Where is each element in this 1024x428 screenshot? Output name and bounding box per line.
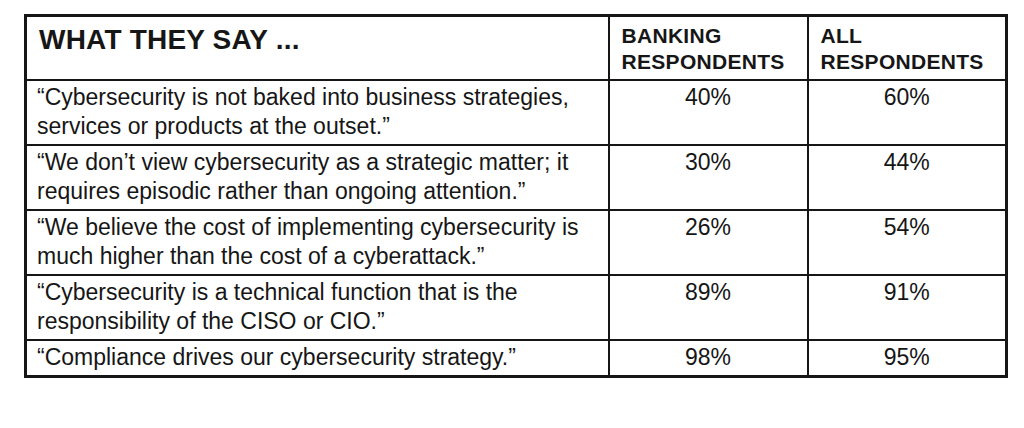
quote-cell: “Compliance drives our cybersecurity str… xyxy=(26,340,609,377)
quote-cell: “Cybersecurity is not baked into busines… xyxy=(26,80,609,145)
table-row: “Compliance drives our cybersecurity str… xyxy=(26,340,1007,377)
all-value-cell: 91% xyxy=(808,275,1007,340)
quote-cell: “Cybersecurity is a technical function t… xyxy=(26,275,609,340)
table-row: “Cybersecurity is a technical function t… xyxy=(26,275,1007,340)
page-canvas: WHAT THEY SAY ... BANKING RESPONDENTS AL… xyxy=(0,0,1024,428)
banking-value-cell: 98% xyxy=(609,340,808,377)
all-value-cell: 44% xyxy=(808,145,1007,210)
header-what-they-say: WHAT THEY SAY ... xyxy=(26,16,609,81)
header-banking-respondents: BANKING RESPONDENTS xyxy=(609,16,808,81)
table-row: “We don’t view cybersecurity as a strate… xyxy=(26,145,1007,210)
quote-cell: “We believe the cost of implementing cyb… xyxy=(26,210,609,275)
all-value-cell: 60% xyxy=(808,80,1007,145)
table-header-row: WHAT THEY SAY ... BANKING RESPONDENTS AL… xyxy=(26,16,1007,81)
survey-table: WHAT THEY SAY ... BANKING RESPONDENTS AL… xyxy=(24,14,1008,378)
banking-value-cell: 89% xyxy=(609,275,808,340)
header-all-respondents: ALL RESPONDENTS xyxy=(808,16,1007,81)
quote-cell: “We don’t view cybersecurity as a strate… xyxy=(26,145,609,210)
all-value-cell: 95% xyxy=(808,340,1007,377)
all-value-cell: 54% xyxy=(808,210,1007,275)
banking-value-cell: 30% xyxy=(609,145,808,210)
table-row: “Cybersecurity is not baked into busines… xyxy=(26,80,1007,145)
table-row: “We believe the cost of implementing cyb… xyxy=(26,210,1007,275)
banking-value-cell: 26% xyxy=(609,210,808,275)
banking-value-cell: 40% xyxy=(609,80,808,145)
